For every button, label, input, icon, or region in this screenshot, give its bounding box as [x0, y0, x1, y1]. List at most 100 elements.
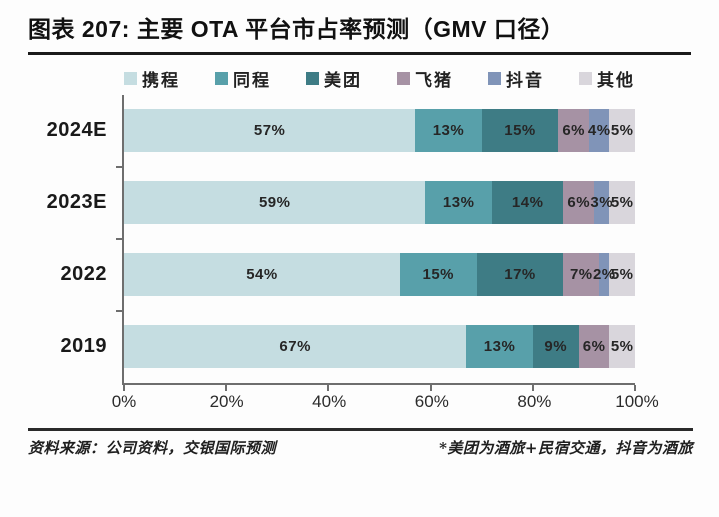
segment-value-label: 54% [246, 266, 278, 283]
bar-segment: 5% [609, 325, 635, 368]
x-axis-tick-label: 100% [615, 391, 659, 411]
segment-value-label: 13% [432, 122, 465, 139]
y-axis-tick [116, 309, 123, 312]
footer-divider [28, 427, 693, 431]
segment-value-label: 5% [610, 194, 634, 211]
x-axis-tick-label: 80% [517, 391, 552, 411]
legend-item: 其他 [579, 66, 635, 91]
x-axis-labels: 0% 20% 40% 60% 80% 100% [112, 385, 659, 419]
segment-value-label: 9% [544, 338, 568, 355]
segment-value-label: 5% [610, 338, 634, 355]
bar-segment: 13% [425, 181, 492, 224]
segment-value-label: 6% [567, 194, 591, 211]
legend-swatch [215, 72, 228, 85]
segment-value-label: 7% [569, 266, 593, 283]
bar-segment: 5% [609, 181, 635, 224]
segment-value-label: 6% [562, 122, 585, 139]
y-axis-tick [116, 165, 123, 168]
chart-title: 图表 207: 主要 OTA 平台市占率预测（GMV 口径） [28, 16, 565, 42]
bar-segment: 9% [532, 325, 579, 368]
bar-segment: 2% [593, 253, 615, 296]
legend-label: 携程 [142, 71, 180, 90]
segment-value-label: 67% [279, 338, 311, 355]
legend-item: 飞猪 [397, 66, 453, 91]
x-axis-tick [531, 384, 534, 391]
bar-row: 57% 13% 15% 6% 4% 5% [124, 95, 635, 167]
x-axis-tick [225, 384, 228, 391]
legend-swatch [124, 72, 137, 85]
bar-segment: 7% [563, 253, 600, 296]
bar-segment: 5% [609, 109, 635, 152]
x-axis-tick [123, 384, 125, 391]
definition-note: *美团为酒旅+民宿交通，抖音为酒旅 [439, 438, 693, 457]
segment-value-label: 13% [442, 194, 475, 211]
bar-segment: 59% [124, 181, 426, 224]
legend-label: 其他 [597, 71, 635, 90]
x-axis-tick [327, 384, 330, 391]
bar-segment: 13% [415, 109, 482, 152]
segment-value-label: 5% [610, 266, 634, 283]
x-axis-tick-label: 20% [209, 391, 244, 411]
legend-swatch [306, 72, 319, 85]
x-axis-tick-label: 40% [312, 391, 347, 411]
chart-footer: 资料来源：公司资料，交银国际预测 *美团为酒旅+民宿交通，抖音为酒旅 [28, 437, 693, 458]
bar-segment: 6% [563, 181, 595, 224]
segment-value-label: 14% [511, 194, 544, 211]
legend-swatch [397, 72, 410, 85]
legend-swatch [579, 72, 592, 85]
category-label: 2023E [46, 191, 107, 213]
legend-label: 同程 [233, 71, 271, 90]
bar-segment: 54% [124, 253, 400, 296]
stacked-bar-chart: 2024E 2023E 2022 2019 57% 13% 15% 6% 4% 5% 59% 13%… [28, 94, 693, 391]
x-axis-tick [634, 384, 636, 391]
source-note: 资料来源：公司资料，交银国际预测 [28, 438, 277, 457]
bar-stack: 59% 13% 14% 6% 3% 5% [124, 181, 635, 224]
category-label: 2019 [60, 335, 107, 357]
legend-item: 美团 [306, 66, 362, 91]
segment-value-label: 59% [258, 194, 291, 211]
legend-swatch [488, 72, 501, 85]
bar-segment: 67% [124, 325, 467, 368]
segment-value-label: 15% [504, 122, 536, 139]
bar-segment: 57% [124, 109, 416, 152]
bar-segment: 3% [590, 181, 613, 224]
plot-area: 57% 13% 15% 6% 4% 5% 59% 13% 14% 6% 3% 5% 54% 15% 17% 7… [116, 94, 636, 391]
segment-value-label: 4% [587, 122, 611, 139]
bar-segment: 15% [399, 253, 477, 296]
bar-segment: 15% [481, 109, 559, 152]
bar-row: 54% 15% 17% 7% 2% 5% [124, 239, 635, 311]
bar-stack: 57% 13% 15% 6% 4% 5% [124, 109, 635, 152]
bar-segment: 4% [587, 109, 611, 152]
bar-stack: 54% 15% 17% 7% 2% 5% [124, 253, 635, 296]
legend-item: 抖音 [488, 66, 544, 91]
category-label: 2022 [60, 263, 107, 285]
legend-item: 同程 [215, 66, 271, 91]
bar-row: 59% 13% 14% 6% 3% 5% [124, 167, 635, 239]
segment-value-label: 57% [253, 122, 286, 139]
legend-label: 美团 [324, 71, 362, 90]
legend-label: 飞猪 [415, 71, 453, 90]
bar-segment: 13% [466, 325, 533, 368]
bar-segment: 14% [491, 181, 564, 224]
bar-segment: 17% [476, 253, 564, 296]
x-axis-tick-label: 60% [414, 391, 449, 411]
x-axis-tick-label: 0% [111, 391, 137, 411]
bar-segment: 6% [578, 325, 610, 368]
segment-value-label: 6% [582, 338, 606, 355]
bar-stack: 67% 13% 9% 6% 5% [124, 325, 635, 368]
segment-value-label: 15% [422, 266, 455, 283]
bar-row: 67% 13% 9% 6% 5% [124, 311, 635, 383]
title-divider [28, 51, 691, 55]
segment-value-label: 13% [483, 338, 516, 355]
bar-segment: 6% [558, 109, 589, 152]
bar-segment: 5% [609, 253, 635, 296]
segment-value-label: 17% [504, 266, 536, 283]
y-axis-labels: 2024E 2023E 2022 2019 [28, 95, 122, 385]
legend-label: 抖音 [506, 71, 544, 90]
segment-value-label: 3% [590, 194, 614, 211]
legend-item: 携程 [124, 66, 180, 91]
category-label: 2024E [46, 119, 107, 141]
y-axis-tick [116, 237, 123, 240]
x-axis-tick [429, 384, 432, 391]
